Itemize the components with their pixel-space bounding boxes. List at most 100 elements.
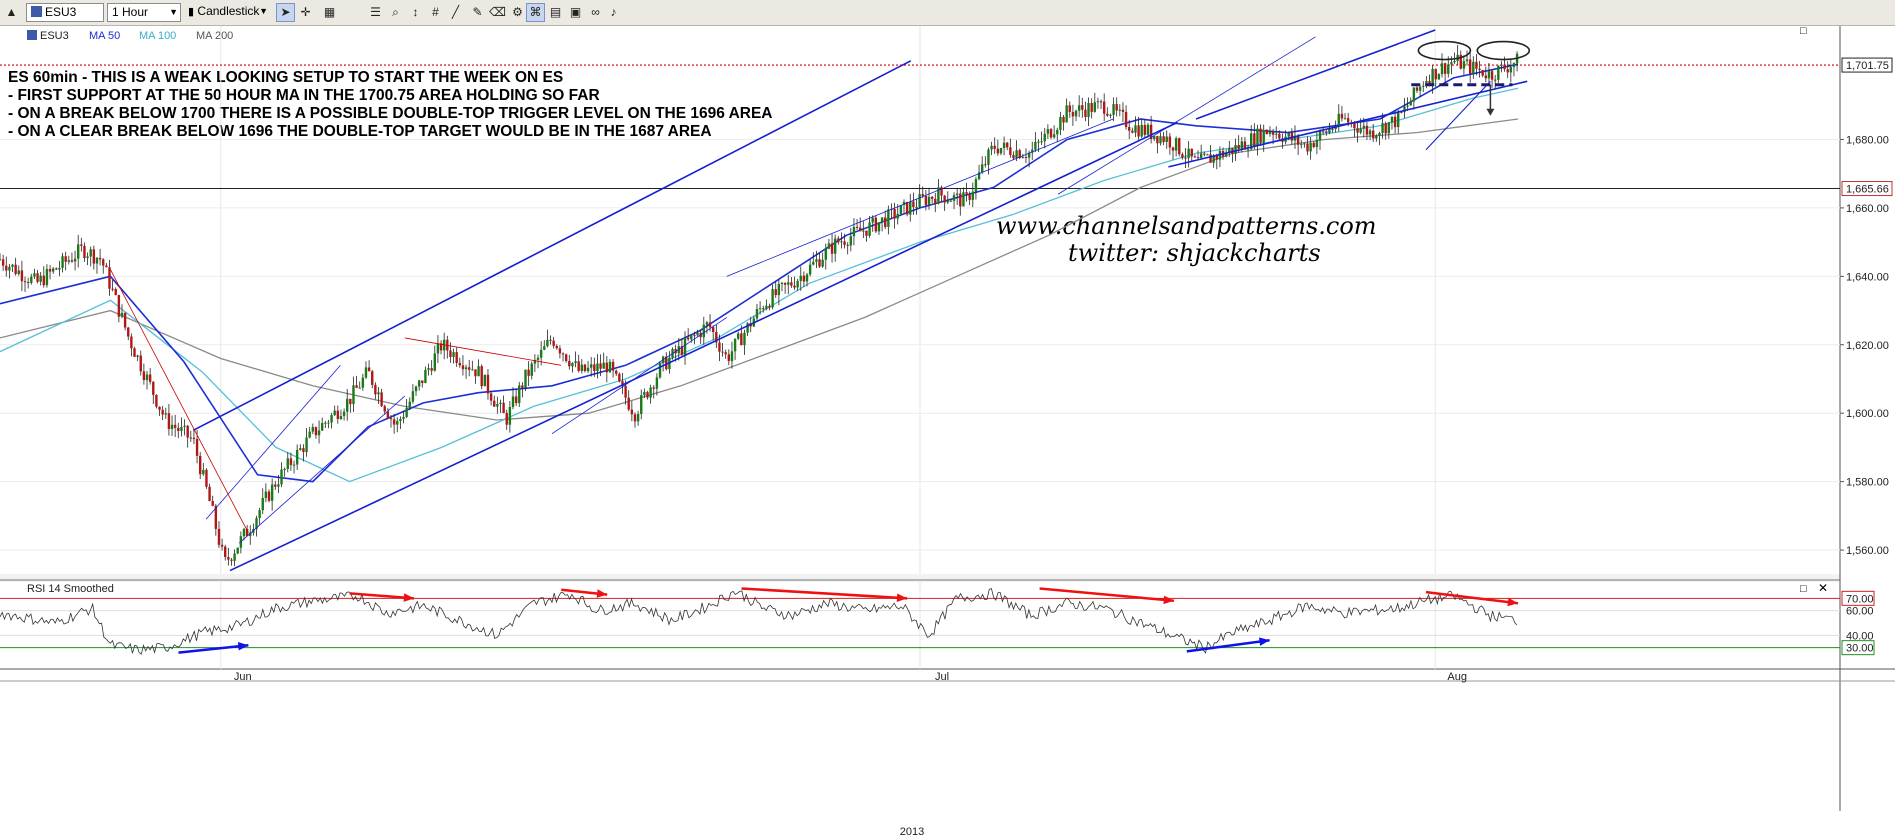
legend-ma50[interactable]: MA 50 — [89, 30, 120, 42]
zoom-icon[interactable]: ⌕ — [392, 5, 399, 19]
candle-body — [708, 322, 712, 328]
candle-body — [1, 259, 5, 266]
candle-body — [108, 267, 111, 289]
maximize-rsi-icon[interactable]: □ — [1800, 583, 1807, 595]
link-icon[interactable]: ∞ — [591, 5, 600, 19]
candle-body — [189, 437, 193, 439]
eraser-icon[interactable]: ⌫ — [489, 5, 506, 19]
candle-body — [1259, 128, 1262, 143]
divergence-arrow-shaft — [1039, 587, 1175, 603]
annotation-line: ES 60min - THIS IS A WEAK LOOKING SETUP … — [8, 69, 563, 86]
divergence-arrow-head — [1163, 595, 1174, 605]
bar-count-icon[interactable]: # — [432, 5, 439, 19]
collapse-icon[interactable]: ▲ — [5, 5, 18, 19]
candle-body — [605, 362, 609, 373]
data-box-icon[interactable]: ☰ — [370, 5, 381, 19]
alert-bell-icon[interactable]: ♪ — [610, 5, 617, 19]
candle-body — [1318, 131, 1322, 140]
candle-body — [89, 249, 92, 257]
candle-body — [1487, 71, 1491, 79]
candle-body — [652, 387, 655, 389]
candle-body — [1393, 116, 1397, 128]
price-tick-label: 1,680.00 — [1846, 134, 1889, 146]
candle-body — [161, 409, 164, 415]
line-tool-icon[interactable]: ╱ — [451, 5, 460, 19]
candle-body — [1046, 129, 1050, 134]
candle-body — [1112, 104, 1115, 115]
candle-body — [980, 164, 984, 173]
candle-body — [815, 259, 818, 262]
candle-body — [783, 282, 787, 285]
candle-body — [1237, 145, 1240, 149]
candle-body — [952, 195, 956, 201]
candle-body — [571, 363, 574, 367]
chart-style-select[interactable]: ▮ Candlestick ▼ — [188, 3, 270, 22]
candle-body — [855, 226, 859, 228]
candle-body — [912, 201, 915, 208]
candle-body — [1146, 124, 1150, 135]
strategy-icon[interactable]: ⚙ — [512, 5, 523, 19]
cursor-icon[interactable]: ➤ — [276, 3, 295, 22]
candle-body — [389, 418, 393, 420]
candle-body — [1171, 147, 1175, 151]
candle-body — [758, 308, 762, 310]
legend-ma100[interactable]: MA 100 — [139, 30, 176, 42]
candle-body — [624, 385, 627, 398]
candle-body — [302, 448, 305, 453]
candle-body — [286, 458, 289, 469]
candle-body — [902, 201, 906, 206]
legend-ma200[interactable]: MA 200 — [196, 30, 233, 42]
candle-body — [396, 420, 399, 425]
candle-body — [177, 427, 180, 431]
candle-body — [1325, 131, 1328, 133]
interval-select[interactable]: 1 Hour ▼ — [107, 3, 181, 22]
candle-body — [1121, 109, 1125, 112]
candle-body — [580, 364, 584, 371]
candle-body — [1087, 103, 1090, 118]
candle-body — [127, 327, 130, 337]
candle-body — [295, 449, 299, 465]
templates-icon[interactable]: ▤ — [549, 5, 562, 19]
crosshair-icon[interactable]: ✛ — [300, 5, 311, 19]
drawing-tool-icon[interactable]: ✎ — [472, 5, 483, 19]
maximize-pane-icon[interactable]: □ — [1800, 26, 1807, 37]
candle-body — [899, 205, 903, 214]
candle-body — [1300, 144, 1303, 146]
candle-body — [367, 367, 371, 372]
watermark-twitter: twitter: shjackcharts — [1068, 239, 1321, 267]
year-label: 2013 — [900, 826, 924, 837]
close-rsi-icon[interactable]: ✕ — [1818, 581, 1828, 595]
grid-icon[interactable]: ▦ — [323, 5, 336, 19]
candle-body — [965, 192, 968, 194]
candle-body — [1512, 63, 1516, 68]
candle-body — [64, 256, 67, 262]
windows-icon[interactable]: ▣ — [569, 5, 582, 19]
last-price-box — [1841, 57, 1893, 73]
divergence-arrow-head — [1507, 597, 1518, 607]
candle-body — [202, 469, 205, 475]
autoscale-icon[interactable]: ↕ — [412, 5, 419, 19]
candle-body — [586, 367, 590, 372]
candle-body — [317, 430, 321, 436]
candle-body — [940, 187, 943, 196]
legend-symbol[interactable]: ESU3 — [40, 30, 69, 42]
symbol-input[interactable]: ESU3 — [26, 3, 104, 22]
candle-body — [1243, 141, 1247, 150]
candle-body — [905, 201, 909, 215]
candle-body — [480, 366, 483, 387]
rsi-legend[interactable]: RSI 14 Smoothed — [27, 583, 114, 595]
indicator-icon[interactable]: ⌘ — [526, 3, 545, 22]
candle-body — [702, 324, 705, 338]
candle-body — [1065, 105, 1068, 123]
candle-body — [987, 149, 990, 165]
candle-body — [821, 259, 824, 267]
candle-body — [1365, 125, 1369, 135]
candle-body — [358, 387, 361, 389]
candle-body — [771, 289, 774, 308]
candle-body — [427, 368, 430, 370]
candle-body — [849, 236, 853, 246]
candle-body — [833, 238, 837, 254]
candle-body — [26, 282, 30, 284]
candle-body — [1490, 71, 1494, 80]
candle-body — [80, 244, 83, 246]
